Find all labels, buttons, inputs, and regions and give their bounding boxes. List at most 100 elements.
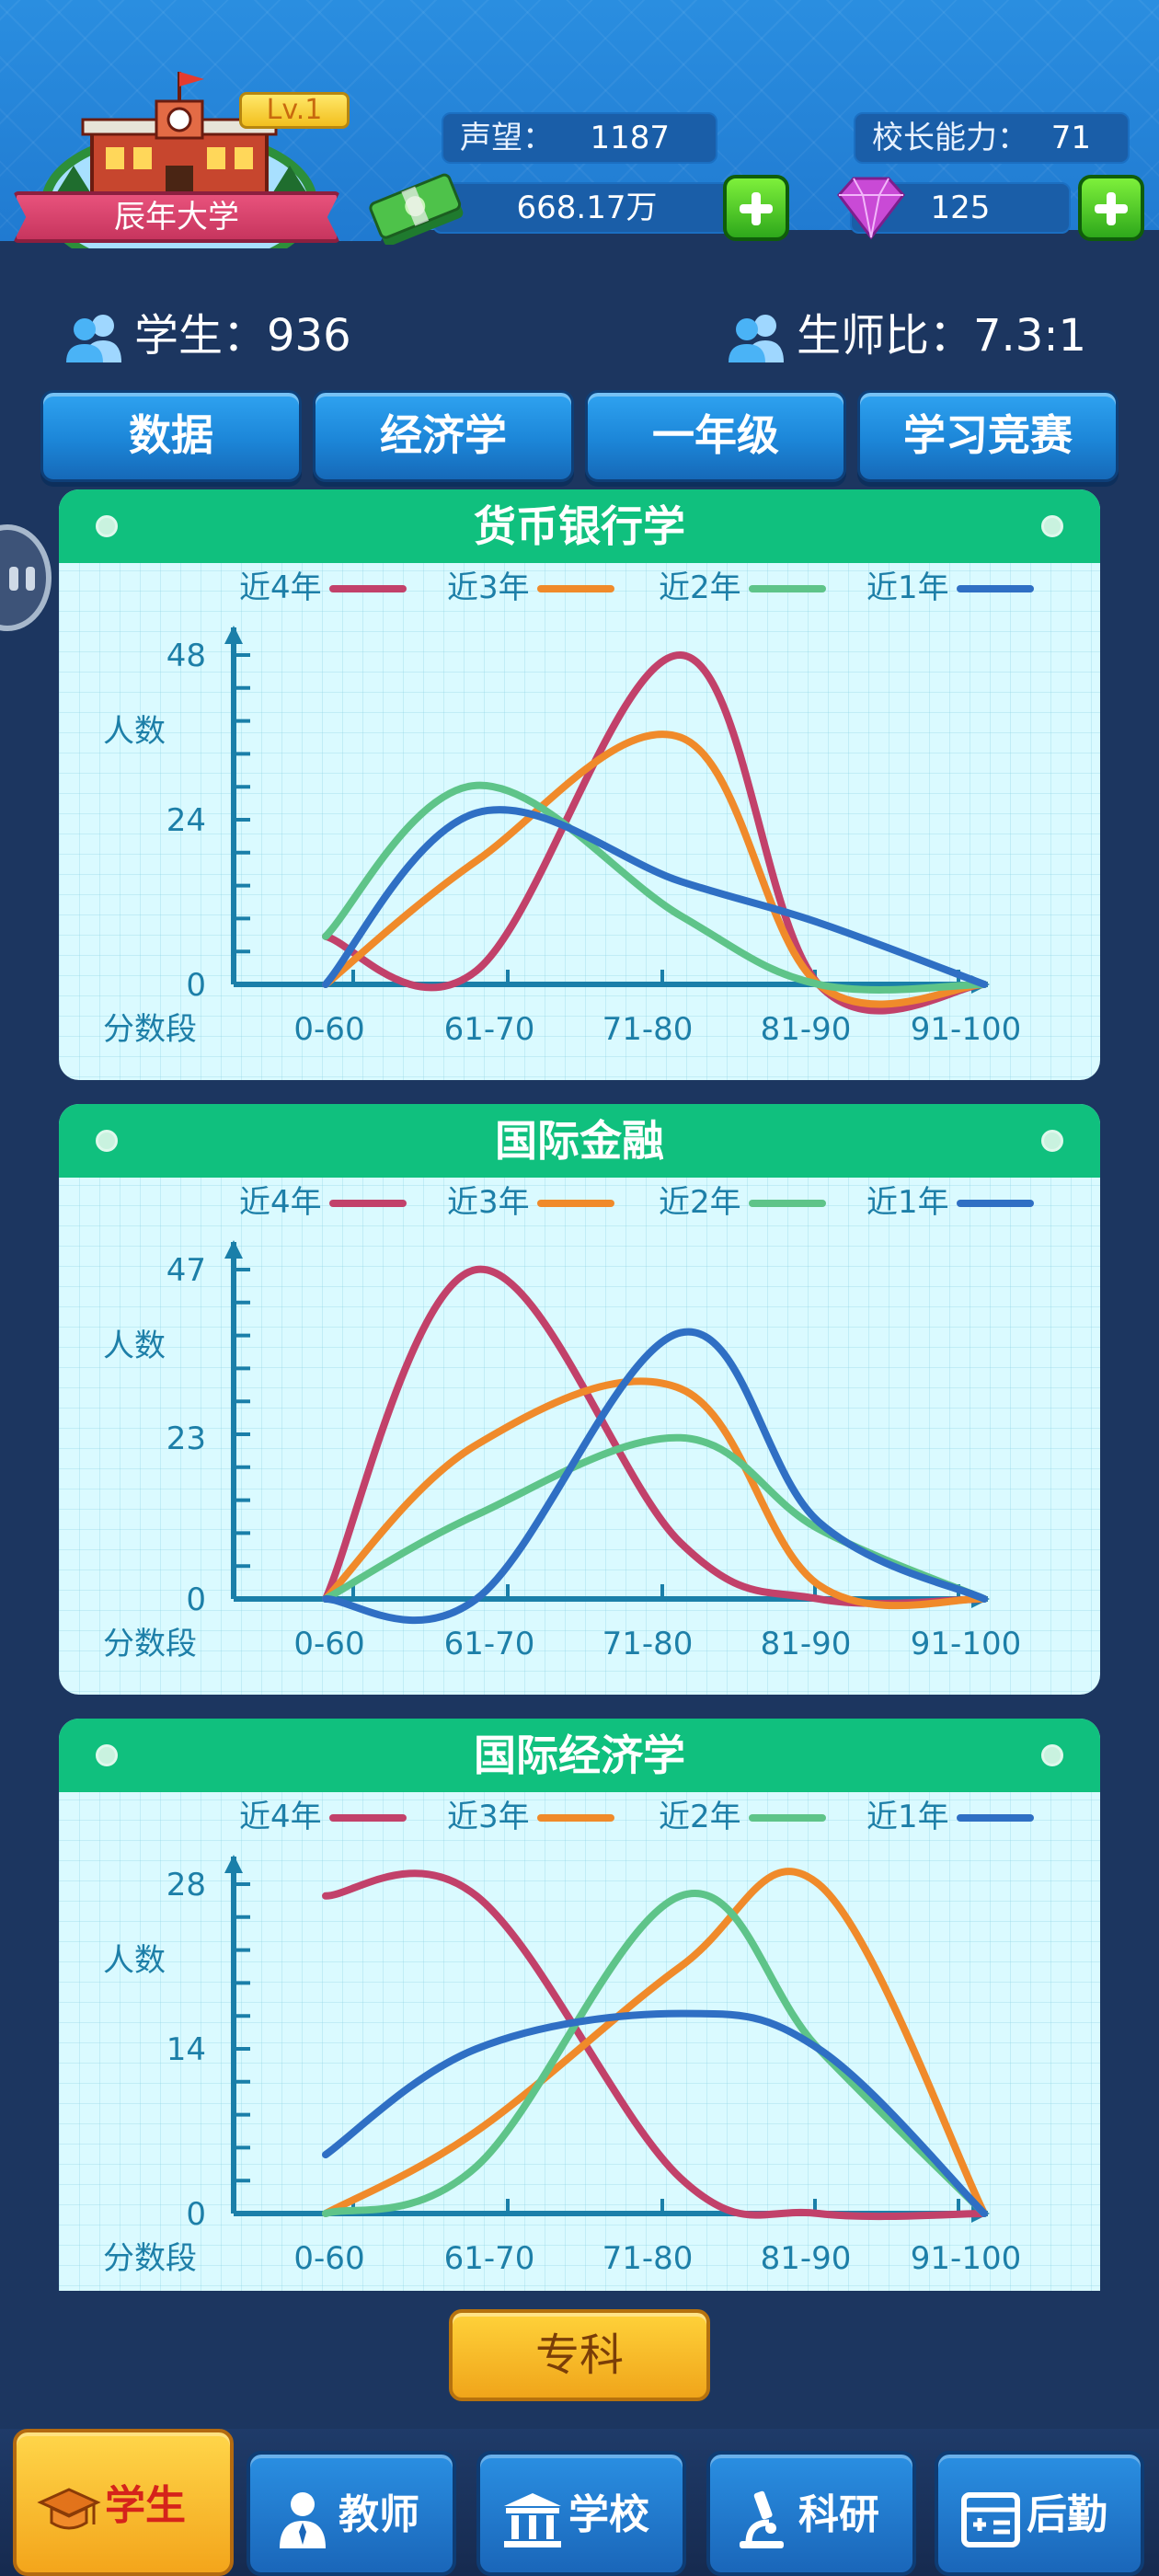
diamond-gem-icon — [837, 177, 905, 240]
nav-research-label: 科研 — [798, 2491, 879, 2538]
chart-2-title: 国际金融 — [495, 1116, 664, 1166]
y-tick-label: 24 — [166, 802, 206, 839]
x-tick-label: 0-60 — [293, 1011, 364, 1048]
y-tick-label: 28 — [166, 1867, 206, 1903]
principal-ability-label: 校长能力： — [872, 120, 1028, 156]
series-line — [322, 1328, 988, 1625]
series-line — [322, 1433, 988, 1603]
chart-1-header: 货币银行学 — [59, 489, 1100, 563]
header-divider — [0, 241, 1159, 285]
student-count: 学生：936 — [64, 304, 414, 368]
money-box: 668.17万 — [432, 182, 741, 234]
y-tick-label: 14 — [166, 2031, 206, 2068]
reputation-label: 声望： — [460, 120, 554, 156]
x-tick-label: 0-60 — [293, 1626, 364, 1662]
student-teacher-ratio: 生师比：7.3:1 — [727, 304, 1131, 368]
school-building-icon — [504, 2493, 561, 2547]
x-tick-label: 61-70 — [444, 1011, 535, 1048]
nav-teachers[interactable]: 教师 — [247, 2451, 456, 2576]
side-drawer-handle[interactable] — [0, 524, 52, 631]
nav-research[interactable]: 科研 — [706, 2451, 916, 2576]
add-money-button[interactable] — [723, 175, 789, 241]
chart-3-header: 国际经济学 — [59, 1719, 1100, 1792]
nav-teachers-label: 教师 — [339, 2491, 419, 2538]
chart-1-title: 货币银行学 — [474, 501, 685, 551]
chart-card-3: 近4年 近3年 近2年 近1年 0 14 28 人数 分数段 0-60 61-70 71-80 81-9… — [59, 1719, 1100, 2291]
header-dot-left — [96, 1130, 118, 1152]
x-tick-label: 0-60 — [293, 2240, 364, 2277]
filter-tabs: 数据 经济学 一年级 学习竞赛 — [40, 390, 1119, 482]
nav-students-label: 学生 — [105, 2482, 186, 2529]
money-value: 668.17万 — [516, 190, 658, 226]
y-tick-label: 23 — [166, 1420, 206, 1457]
add-gems-button[interactable] — [1078, 175, 1144, 241]
x-tick-label: 81-90 — [761, 1626, 852, 1662]
x-tick-label: 61-70 — [444, 1626, 535, 1662]
students-icon — [66, 315, 121, 362]
chart-3-title: 国际经济学 — [474, 1731, 685, 1780]
legend-label: 近3年 — [447, 1799, 530, 1835]
x-tick-label: 81-90 — [761, 2240, 852, 2277]
x-tick-label: 71-80 — [602, 1011, 694, 1048]
legend-label: 近2年 — [659, 1799, 741, 1835]
series-line — [322, 1868, 988, 2217]
header-dot-right — [1041, 1130, 1063, 1152]
legend-label: 近2年 — [659, 1184, 741, 1221]
series-line — [322, 806, 988, 988]
x-axis-label: 分数段 — [103, 1011, 197, 1048]
teachers-ratio-icon — [729, 315, 784, 362]
legend-label: 近1年 — [866, 1184, 949, 1221]
legend-label: 近2年 — [659, 569, 741, 606]
reputation-box: 声望： 1187 — [442, 112, 717, 164]
nav-students[interactable]: 学生 — [13, 2429, 234, 2576]
level-badge: Lv.1 — [239, 92, 350, 129]
y-tick-label: 48 — [166, 638, 206, 674]
y-axis-arrow — [224, 1240, 243, 1259]
nav-school[interactable]: 学校 — [476, 2451, 686, 2576]
y-axis-label: 人数 — [103, 713, 166, 750]
x-tick-label: 61-70 — [444, 2240, 535, 2277]
x-tick-label: 81-90 — [761, 1011, 852, 1048]
nav-logistics[interactable]: 后勤 — [935, 2451, 1144, 2576]
series-line — [322, 650, 988, 1015]
legend-label: 近1年 — [866, 1799, 949, 1835]
tab-economics[interactable]: 经济学 — [313, 390, 574, 482]
principal-ability-value: 71 — [1050, 120, 1091, 156]
x-axis-label: 分数段 — [103, 1626, 197, 1662]
legend-label: 近4年 — [239, 1184, 322, 1221]
tab-study-competition[interactable]: 学习竞赛 — [857, 390, 1119, 482]
tab-data[interactable]: 数据 — [40, 390, 302, 482]
student-count-text: 学生：936 — [134, 310, 351, 362]
principal-ability-box: 校长能力： 71 — [854, 112, 1130, 164]
graduation-cap-icon — [37, 2488, 101, 2530]
x-tick-label: 71-80 — [602, 1626, 694, 1662]
y-axis-arrow — [224, 1855, 243, 1873]
specialty-button[interactable]: 专科 — [449, 2309, 710, 2401]
microscope-icon — [740, 2490, 784, 2548]
x-tick-label: 91-100 — [911, 1626, 1021, 1662]
legend-label: 近1年 — [866, 569, 949, 606]
teacher-icon — [280, 2492, 326, 2548]
y-tick-label: 0 — [186, 1581, 206, 1618]
y-axis-label: 人数 — [103, 1328, 166, 1364]
x-tick-label: 91-100 — [911, 1011, 1021, 1048]
x-axis-label: 分数段 — [103, 2240, 197, 2277]
logistics-board-icon — [961, 2492, 1020, 2547]
gems-value: 125 — [930, 190, 991, 226]
series-line — [322, 730, 988, 1008]
chart-2-header: 国际金融 — [59, 1104, 1100, 1178]
x-tick-label: 91-100 — [911, 2240, 1021, 2277]
series-line — [322, 1869, 988, 2221]
y-axis-arrow — [224, 626, 243, 644]
legend-label: 近4年 — [239, 1799, 322, 1835]
tab-first-grade[interactable]: 一年级 — [585, 390, 846, 482]
header-dot-right — [1041, 1744, 1063, 1766]
series-line — [322, 2009, 988, 2217]
series-line — [322, 1377, 988, 1610]
y-tick-label: 47 — [166, 1252, 206, 1289]
legend-label: 近3年 — [447, 569, 530, 606]
money-stack-icon — [369, 173, 464, 245]
